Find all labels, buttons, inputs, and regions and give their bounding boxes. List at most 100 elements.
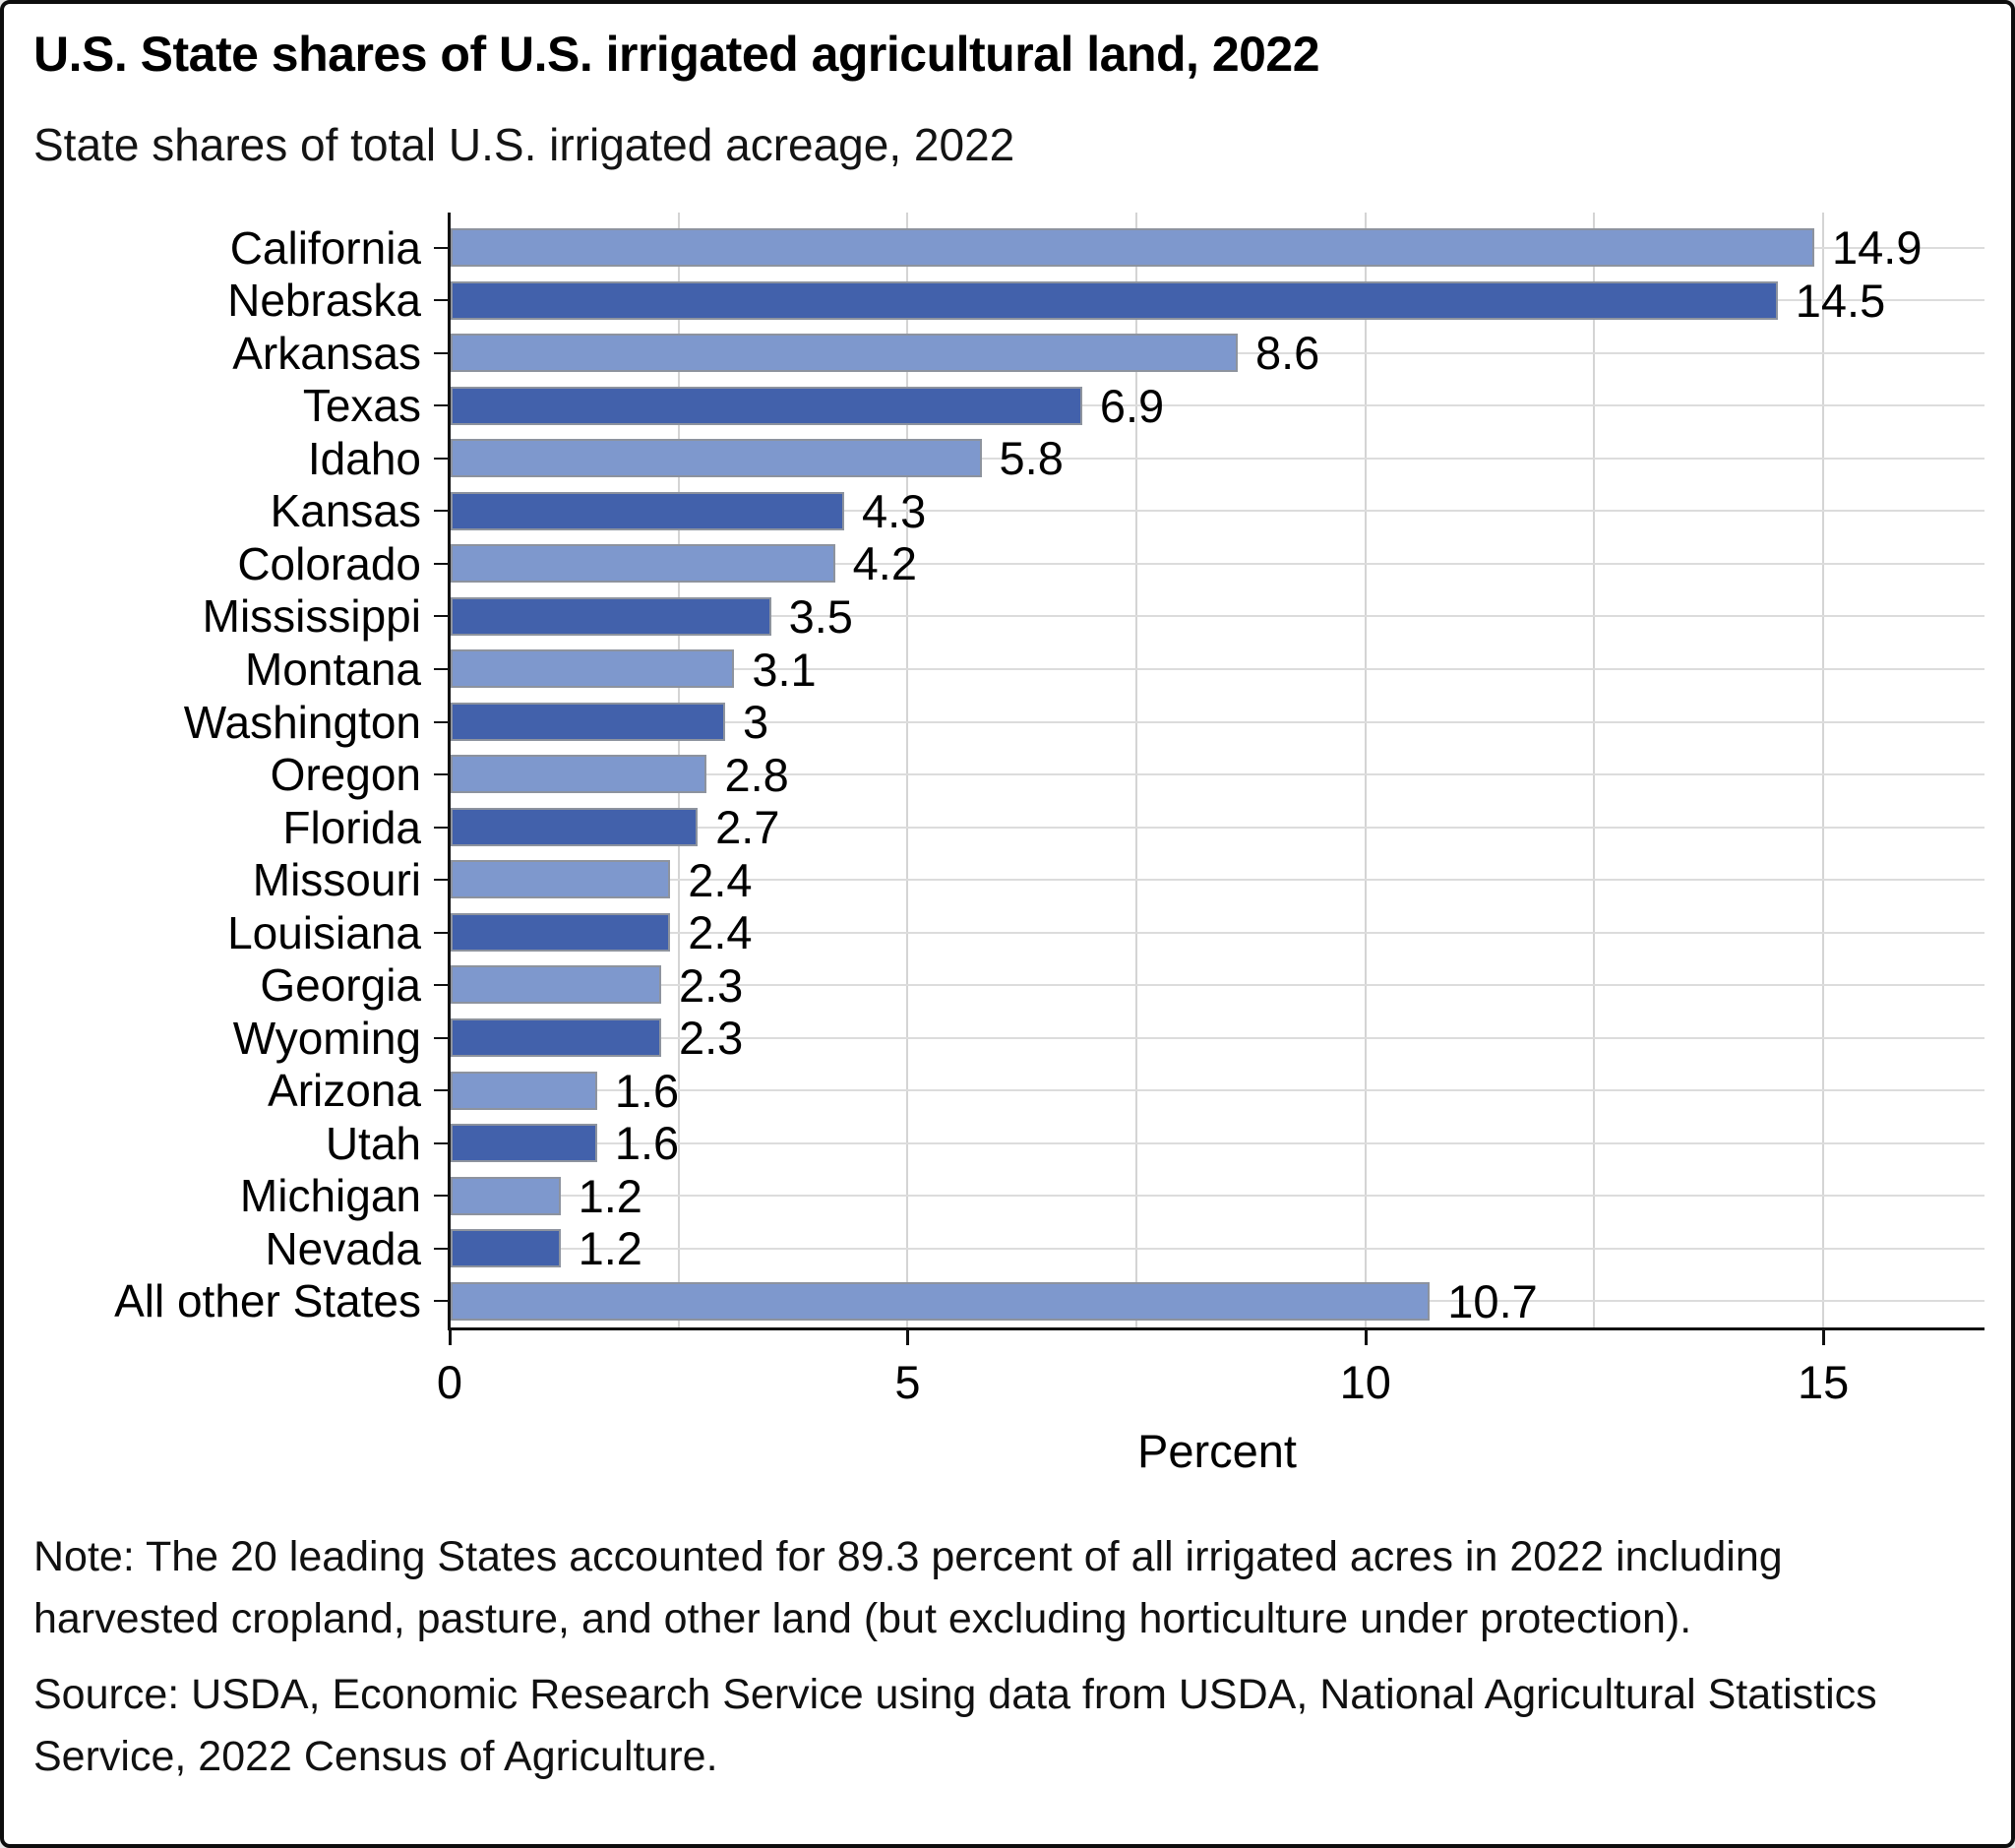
bar-washington xyxy=(451,702,726,741)
category-label: Montana xyxy=(244,644,421,696)
category-label: Michigan xyxy=(239,1170,421,1222)
chart-row: Louisiana 2.4 xyxy=(4,906,1984,959)
row-gridline xyxy=(451,1141,1984,1144)
chart-row: Utah 1.6 xyxy=(4,1117,1984,1170)
chart-row: Nebraska 14.5 xyxy=(4,275,1984,328)
bar-idaho xyxy=(451,439,982,478)
bar-all-other-states xyxy=(451,1281,1431,1321)
y-axis-tick xyxy=(434,299,449,302)
bar-track: 14.9 xyxy=(451,221,1984,275)
y-axis-tick xyxy=(434,1141,449,1144)
category-label: Texas xyxy=(302,380,421,432)
category-label: Arizona xyxy=(268,1065,421,1117)
y-axis-tick xyxy=(434,510,449,513)
category-label: Nebraska xyxy=(227,275,421,327)
row-gridline xyxy=(451,1247,1984,1250)
bar-track: 2.3 xyxy=(451,958,1984,1012)
category-label: All other States xyxy=(114,1275,421,1327)
y-axis-line xyxy=(448,213,451,1330)
y-axis-tick xyxy=(434,1036,449,1039)
x-axis-ticks: 0 5 10 15 xyxy=(437,1327,1984,1446)
chart-row: Colorado 4.2 xyxy=(4,537,1984,590)
y-axis-tick xyxy=(434,246,449,249)
bar-value-label: 1.6 xyxy=(614,1117,680,1170)
category-label: Kansas xyxy=(270,485,421,537)
row-gridline xyxy=(451,1089,1984,1092)
chart-row: Kansas 4.3 xyxy=(4,485,1984,538)
row-gridline xyxy=(451,1195,1984,1198)
bar-value-label: 14.9 xyxy=(1831,221,1923,275)
source-text: Source: USDA, Economic Research Service … xyxy=(33,1671,1877,1780)
chart-row: Oregon 2.8 xyxy=(4,748,1984,801)
chart-row: Arkansas 8.6 xyxy=(4,327,1984,380)
bar-value-label: 6.9 xyxy=(1099,379,1165,432)
y-axis-tick xyxy=(434,773,449,776)
bar-value-label: 2.7 xyxy=(715,801,780,854)
bar-value-label: 5.8 xyxy=(999,432,1064,485)
bar-track: 10.7 xyxy=(451,1275,1984,1328)
bar-value-label: 4.2 xyxy=(852,537,918,590)
category-label: Nevada xyxy=(265,1222,421,1274)
row-gridline xyxy=(451,457,1984,460)
row-gridline xyxy=(451,615,1984,618)
category-label: Colorado xyxy=(237,537,421,589)
bar-track: 2.4 xyxy=(451,853,1984,906)
chart-footer: Note: The 20 leading States accounted fo… xyxy=(33,1526,1954,1788)
chart-row: Idaho 5.8 xyxy=(4,432,1984,485)
bar-nebraska xyxy=(451,280,1778,320)
bar-track: 6.9 xyxy=(451,380,1984,433)
bar-track: 4.3 xyxy=(451,485,1984,538)
bar-arizona xyxy=(451,1071,597,1110)
chart-row: Michigan 1.2 xyxy=(4,1170,1984,1223)
bar-florida xyxy=(451,807,699,846)
chart-row: California 14.9 xyxy=(4,221,1984,275)
bar-value-label: 3.5 xyxy=(788,589,853,643)
category-label: Louisiana xyxy=(227,906,421,958)
x-axis-tick xyxy=(1364,1330,1368,1345)
y-axis-tick xyxy=(434,615,449,618)
bar-track: 2.4 xyxy=(451,906,1984,959)
bar-value-label: 2.3 xyxy=(678,958,744,1012)
row-gridline xyxy=(451,931,1984,934)
bar-value-label: 1.2 xyxy=(578,1169,642,1222)
chart-row: Missouri 2.4 xyxy=(4,853,1984,906)
y-axis-tick xyxy=(434,1247,449,1250)
category-label: Idaho xyxy=(307,432,421,484)
bar-value-label: 10.7 xyxy=(1447,1274,1538,1327)
chart-row: Nevada 1.2 xyxy=(4,1222,1984,1275)
chart-row: Mississippi 3.5 xyxy=(4,590,1984,644)
bar-nevada xyxy=(451,1229,561,1268)
category-label: Washington xyxy=(183,696,421,748)
chart-row: Florida 2.7 xyxy=(4,801,1984,854)
row-gridline xyxy=(451,404,1984,407)
bar-texas xyxy=(451,386,1082,425)
bar-track: 8.6 xyxy=(451,327,1984,380)
bar-track: 1.6 xyxy=(451,1065,1984,1118)
x-axis-title: Percent xyxy=(1137,1425,1297,1477)
bar-track: 2.3 xyxy=(451,1012,1984,1065)
y-axis-tick xyxy=(434,984,449,987)
category-label: Missouri xyxy=(252,854,421,906)
row-gridline xyxy=(451,826,1984,829)
category-label: Oregon xyxy=(270,749,421,801)
category-label: Georgia xyxy=(260,959,421,1012)
note-text: Note: The 20 leading States accounted fo… xyxy=(33,1533,1783,1642)
chart-row: Wyoming 2.3 xyxy=(4,1012,1984,1065)
y-axis-tick xyxy=(434,826,449,829)
bar-montana xyxy=(451,649,735,689)
bar-track: 4.2 xyxy=(451,537,1984,590)
row-gridline xyxy=(451,720,1984,723)
y-axis-tick xyxy=(434,1089,449,1092)
vertical-gridline xyxy=(1135,213,1138,1327)
bar-oregon xyxy=(451,755,707,794)
y-axis-tick xyxy=(434,562,449,565)
y-axis-tick xyxy=(434,668,449,671)
y-axis-tick xyxy=(434,879,449,882)
bar-value-label: 8.6 xyxy=(1254,327,1320,380)
y-axis-tick xyxy=(434,404,449,407)
row-gridline xyxy=(451,668,1984,671)
bar-value-label: 2.3 xyxy=(678,1012,744,1065)
vertical-gridline xyxy=(1364,213,1367,1327)
category-label: Arkansas xyxy=(232,327,421,379)
